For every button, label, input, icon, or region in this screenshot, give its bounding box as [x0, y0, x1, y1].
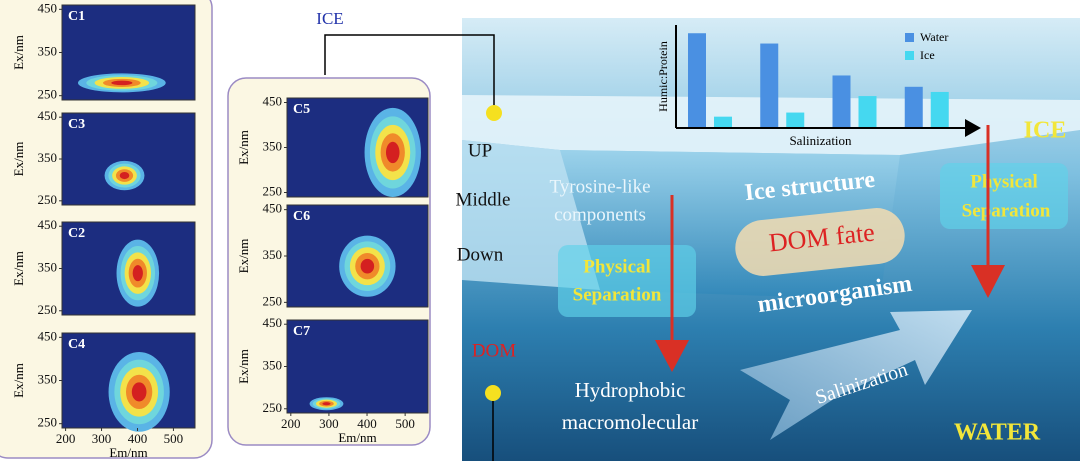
tyrosine-label: Tyrosine-like — [549, 176, 650, 197]
hydrophobic-label: macromolecular — [562, 410, 698, 434]
bar — [930, 91, 949, 128]
panel-label: C4 — [68, 337, 85, 352]
separation-label: Separation — [962, 200, 1051, 221]
panel-label: C7 — [293, 324, 310, 339]
y-tick-label: 350 — [263, 247, 283, 262]
x-tick-label: 200 — [281, 416, 301, 431]
ice-corner: ICE — [1024, 118, 1067, 144]
x-tick-label: 200 — [56, 431, 76, 446]
contour — [360, 258, 375, 274]
x-tick-label: 300 — [319, 416, 339, 431]
y-axis-label: Humic:Protein — [656, 41, 670, 112]
x-tick-label: 400 — [128, 431, 148, 446]
y-axis-label: Ex/nm — [11, 142, 26, 177]
arrow — [655, 340, 689, 372]
x-axis-label: Em/nm — [338, 430, 376, 445]
arrow — [971, 265, 1005, 298]
layer-label: UP — [468, 140, 492, 161]
y-axis-label: Ex/nm — [11, 251, 26, 286]
y-axis-label: Ex/nm — [236, 239, 251, 274]
y-tick-label: 350 — [263, 357, 283, 372]
dom-fate-box — [735, 208, 905, 276]
y-tick-label: 250 — [38, 302, 58, 317]
y-tick-label: 450 — [38, 217, 58, 232]
y-tick-label: 250 — [263, 400, 283, 415]
contour — [131, 382, 147, 402]
bar — [760, 43, 779, 128]
eem-plot — [286, 319, 429, 414]
connector — [324, 34, 495, 108]
contour — [385, 141, 400, 164]
axis-arrow — [965, 119, 981, 137]
x-tick-label: 500 — [164, 431, 184, 446]
contour — [322, 402, 331, 406]
legend-swatch — [905, 33, 914, 42]
bar — [858, 96, 877, 128]
y-tick-label: 250 — [38, 415, 58, 430]
marker — [485, 385, 501, 401]
tyrosine-label: components — [554, 204, 646, 225]
x-tick-label: 300 — [92, 431, 112, 446]
bar-chart: Humic:Protein Salinization Water Ice — [656, 25, 981, 148]
marker — [486, 105, 502, 121]
contour — [119, 172, 130, 180]
y-tick-label: 450 — [263, 315, 283, 330]
bar — [904, 86, 923, 128]
y-axis-label: Ex/nm — [11, 35, 26, 70]
dom-label: DOM — [472, 340, 516, 361]
contour — [132, 265, 143, 282]
separation-label: Physical — [970, 171, 1038, 192]
bar — [832, 75, 851, 128]
x-axis-label: Em/nm — [109, 445, 147, 460]
salinization-arrow — [740, 310, 972, 440]
y-tick-label: 450 — [38, 108, 58, 123]
panel-label: C1 — [68, 9, 85, 24]
y-tick-label: 250 — [38, 87, 58, 102]
y-axis-label: Ex/nm — [11, 363, 26, 398]
ice-label: ICE — [316, 9, 343, 28]
y-tick-label: 250 — [263, 183, 283, 198]
eem-panels: C1 250 350 450 Ex/nm C3 250 350 450 Ex/nm C2 250 350… — [11, 0, 429, 460]
y-axis-label: Ex/nm — [236, 349, 251, 384]
legend-label: Water — [920, 30, 948, 44]
y-tick-label: 350 — [38, 150, 58, 165]
y-tick-label: 250 — [263, 293, 283, 308]
x-axis-label: Salinization — [789, 133, 852, 148]
separation-label: Physical — [583, 256, 651, 277]
x-tick-label: 400 — [357, 416, 377, 431]
y-tick-label: 350 — [38, 43, 58, 58]
panel-label: C5 — [293, 102, 310, 117]
x-tick-label: 500 — [395, 416, 415, 431]
panel-label: C6 — [293, 209, 310, 224]
layer-label: Down — [457, 244, 504, 265]
y-tick-label: 450 — [263, 93, 283, 108]
separation-label: Separation — [573, 284, 662, 305]
panel-label: C2 — [68, 226, 85, 241]
layer-label: Middle — [456, 189, 511, 210]
bar — [714, 116, 732, 128]
legend-label: Ice — [920, 48, 935, 62]
y-tick-label: 350 — [38, 371, 58, 386]
y-axis-label: Ex/nm — [236, 130, 251, 165]
y-tick-label: 450 — [38, 328, 58, 343]
separation-box — [558, 245, 696, 317]
y-tick-label: 450 — [38, 0, 58, 15]
panel-label: C3 — [68, 117, 85, 132]
bar — [786, 112, 805, 128]
bar — [688, 33, 706, 128]
hydrophobic-label: Hydrophobic — [575, 378, 686, 402]
separation-box — [940, 163, 1068, 229]
y-tick-label: 250 — [38, 192, 58, 207]
legend-swatch — [905, 51, 914, 60]
y-tick-label: 350 — [263, 138, 283, 153]
contour — [111, 80, 133, 86]
y-tick-label: 450 — [263, 201, 283, 216]
y-tick-label: 350 — [38, 259, 58, 274]
water-corner: WATER — [954, 420, 1041, 446]
